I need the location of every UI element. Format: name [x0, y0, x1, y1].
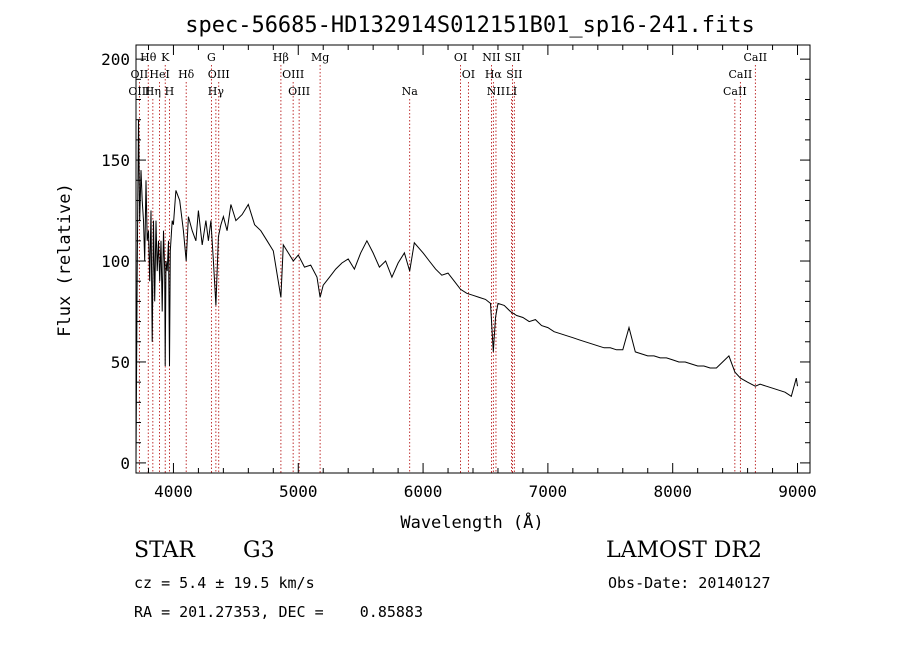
- line-marker-label: OIII: [208, 68, 230, 81]
- plot-frame: [135, 44, 811, 474]
- line-marker-label: Hδ: [178, 68, 195, 81]
- line-marker-label: Mg: [311, 51, 329, 64]
- line-marker-label: K: [161, 51, 170, 64]
- line-marker-label: SII: [504, 51, 520, 64]
- y-tick-label: 0: [120, 454, 130, 473]
- line-marker-label: Hγ: [208, 85, 225, 98]
- x-tick-label: 7000: [529, 482, 568, 501]
- coordinates-text: RA = 201.27353, DEC = 0.85883: [134, 603, 423, 621]
- line-marker-label: HeI: [149, 68, 169, 81]
- chart-title: spec-56685-HD132914S012151B01_sp16-241.f…: [185, 13, 755, 38]
- line-marker-label: OII: [131, 68, 149, 81]
- spectrum-line: [135, 119, 798, 463]
- line-marker-label: LI: [506, 85, 518, 98]
- line-marker-label: OIII: [282, 68, 304, 81]
- line-marker-label: CaII: [729, 68, 753, 81]
- line-marker-label: Hα: [485, 68, 503, 81]
- y-tick-label: 200: [101, 50, 130, 69]
- y-axis-label: Flux (relative): [55, 183, 75, 337]
- line-marker-label: OIII: [128, 85, 150, 98]
- obs-date-text: Obs-Date: 20140127: [608, 574, 771, 592]
- x-axis: 4000 5000 6000 7000 8000 9000: [147, 45, 817, 501]
- line-marker-label: G: [207, 51, 216, 64]
- line-marker-label: OI: [454, 51, 467, 64]
- line-marker-label: H: [165, 85, 175, 98]
- line-marker-label: CaII: [723, 85, 747, 98]
- x-tick-label: 4000: [154, 482, 193, 501]
- object-class: STAR: [134, 538, 195, 563]
- y-tick-label: 100: [101, 252, 130, 271]
- line-marker-label: Hβ: [273, 51, 289, 64]
- line-marker-label: NII: [482, 51, 500, 64]
- line-marker-label: OI: [462, 68, 475, 81]
- line-marker-label: SII: [506, 68, 522, 81]
- survey-name: LAMOST DR2: [606, 538, 762, 563]
- x-tick-label: 8000: [653, 482, 692, 501]
- y-tick-label: 150: [101, 151, 130, 170]
- x-tick-label: 5000: [279, 482, 318, 501]
- line-marker-label: Na: [402, 85, 419, 98]
- redshift-text: cz = 5.4 ± 19.5 km/s: [134, 574, 315, 592]
- y-tick-label: 50: [111, 353, 130, 372]
- object-subclass: G3: [243, 538, 275, 563]
- line-marker-label: Hθ: [140, 51, 157, 64]
- line-markers: [138, 65, 756, 473]
- y-axis: 0 50 100 150 200: [101, 50, 810, 473]
- x-tick-label: 9000: [778, 482, 817, 501]
- line-marker-label: Hη: [145, 85, 161, 98]
- line-marker-label: CaII: [743, 51, 767, 64]
- line-marker-label: NII: [487, 85, 505, 98]
- x-tick-label: 6000: [404, 482, 443, 501]
- line-marker-label: OIII: [288, 85, 310, 98]
- x-axis-label: Wavelength (Å): [400, 511, 543, 533]
